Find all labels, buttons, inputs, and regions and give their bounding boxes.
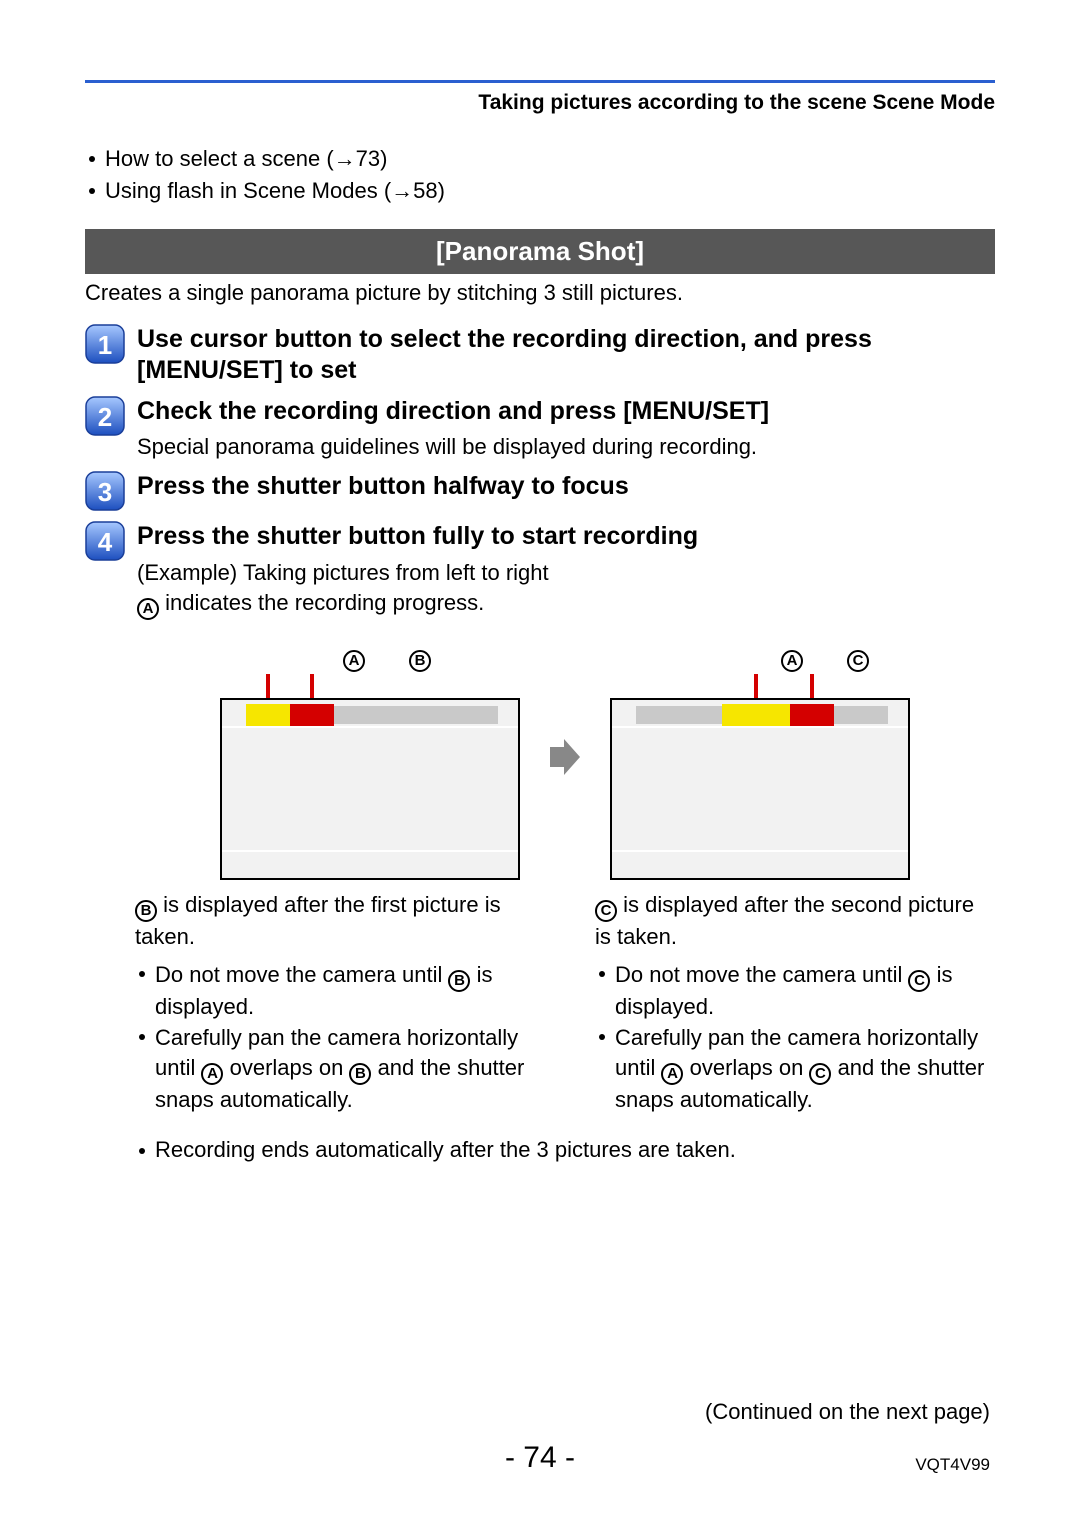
- progress-marker-a: [246, 704, 290, 726]
- diagram-left: A B: [220, 638, 520, 880]
- bullet-icon: [139, 971, 145, 977]
- link-select-scene[interactable]: How to select a scene (→73): [85, 143, 995, 175]
- step-title: Use cursor button to select the recordin…: [137, 324, 995, 387]
- circled-a-icon: A: [201, 1063, 223, 1085]
- bullet-icon: [89, 156, 95, 162]
- continued-text: (Continued on the next page): [705, 1399, 990, 1425]
- circled-b-icon: B: [448, 970, 470, 992]
- circled-a-icon: A: [661, 1063, 683, 1085]
- step-title: Press the shutter button halfway to focu…: [137, 471, 995, 502]
- pointer-line: [266, 674, 270, 698]
- svg-text:4: 4: [98, 527, 113, 557]
- circled-c-icon: C: [809, 1063, 831, 1085]
- end-note: Recording ends automatically after the 3…: [85, 1137, 995, 1163]
- step-4: 4 Press the shutter button fully to star…: [85, 521, 995, 620]
- link-text: How to select a scene (→73): [105, 143, 387, 175]
- bullet-icon: [599, 971, 605, 977]
- progress-marker-b: [290, 704, 334, 726]
- guideline: [612, 726, 908, 728]
- manual-page: Taking pictures according to the scene S…: [0, 0, 1080, 1535]
- step-badge-icon: 4: [85, 521, 125, 561]
- header-rule: [85, 80, 995, 83]
- step-2: 2 Check the recording direction and pres…: [85, 396, 995, 461]
- step-title: Check the recording direction and press …: [137, 396, 995, 427]
- step-subtext: Special panorama guidelines will be disp…: [137, 432, 995, 462]
- caption-right: C is displayed after the second picture …: [595, 890, 995, 1117]
- step-badge-icon: 2: [85, 396, 125, 436]
- circled-c-icon: C: [595, 900, 617, 922]
- top-links: How to select a scene (→73) Using flash …: [85, 143, 995, 207]
- pointer-line: [754, 674, 758, 698]
- caption-left: B is displayed after the first picture i…: [135, 890, 535, 1117]
- screen-frame: [610, 698, 910, 880]
- svg-text:2: 2: [98, 402, 112, 432]
- caption-bullet: Carefully pan the camera horizontally un…: [135, 1023, 535, 1115]
- diagram-right: A C: [610, 638, 910, 880]
- circled-a-icon: A: [137, 598, 159, 620]
- bullet-icon: [599, 1034, 605, 1040]
- page-number: - 74 -: [505, 1441, 575, 1475]
- pointer-line: [810, 674, 814, 698]
- progress-marker-a: [722, 704, 790, 726]
- example-text: (Example) Taking pictures from left to r…: [137, 558, 995, 620]
- bullet-icon: [139, 1034, 145, 1040]
- svg-text:3: 3: [98, 477, 112, 507]
- caption-bullet: Carefully pan the camera horizontally un…: [595, 1023, 995, 1115]
- section-title-bar: [Panorama Shot]: [85, 229, 995, 274]
- bullet-icon: [89, 188, 95, 194]
- step-3: 3 Press the shutter button halfway to fo…: [85, 471, 995, 511]
- doc-code: VQT4V99: [915, 1455, 990, 1475]
- arrow-right-icon: [550, 739, 580, 780]
- screen-frame: [220, 698, 520, 880]
- link-using-flash[interactable]: Using flash in Scene Modes (→58): [85, 175, 995, 207]
- caption-lead: C is displayed after the second picture …: [595, 890, 995, 952]
- progress-marker-c: [790, 704, 834, 726]
- caption-bullet: Do not move the camera until C is displa…: [595, 960, 995, 1022]
- guideline: [612, 850, 908, 852]
- diagram-row: A B A C: [85, 638, 995, 880]
- circled-a-icon: A: [781, 650, 803, 672]
- pointer-line: [310, 674, 314, 698]
- guideline: [222, 850, 518, 852]
- breadcrumb: Taking pictures according to the scene S…: [85, 91, 995, 115]
- circled-b-icon: B: [135, 900, 157, 922]
- circled-b-icon: B: [409, 650, 431, 672]
- link-text: Using flash in Scene Modes (→58): [105, 175, 445, 207]
- circled-a-icon: A: [343, 650, 365, 672]
- guideline: [222, 726, 518, 728]
- caption-lead: B is displayed after the first picture i…: [135, 890, 535, 952]
- circled-c-icon: C: [908, 970, 930, 992]
- step-badge-icon: 3: [85, 471, 125, 511]
- svg-text:1: 1: [98, 330, 112, 360]
- section-intro: Creates a single panorama picture by sti…: [85, 280, 995, 306]
- captions-row: B is displayed after the first picture i…: [85, 890, 995, 1117]
- step-1: 1 Use cursor button to select the record…: [85, 324, 995, 387]
- circled-b-icon: B: [349, 1063, 371, 1085]
- circled-c-icon: C: [847, 650, 869, 672]
- steps-list: 1 Use cursor button to select the record…: [85, 324, 995, 621]
- step-badge-icon: 1: [85, 324, 125, 364]
- bullet-icon: [139, 1148, 145, 1154]
- caption-bullet: Do not move the camera until B is displa…: [135, 960, 535, 1022]
- step-title: Press the shutter button fully to start …: [137, 521, 995, 552]
